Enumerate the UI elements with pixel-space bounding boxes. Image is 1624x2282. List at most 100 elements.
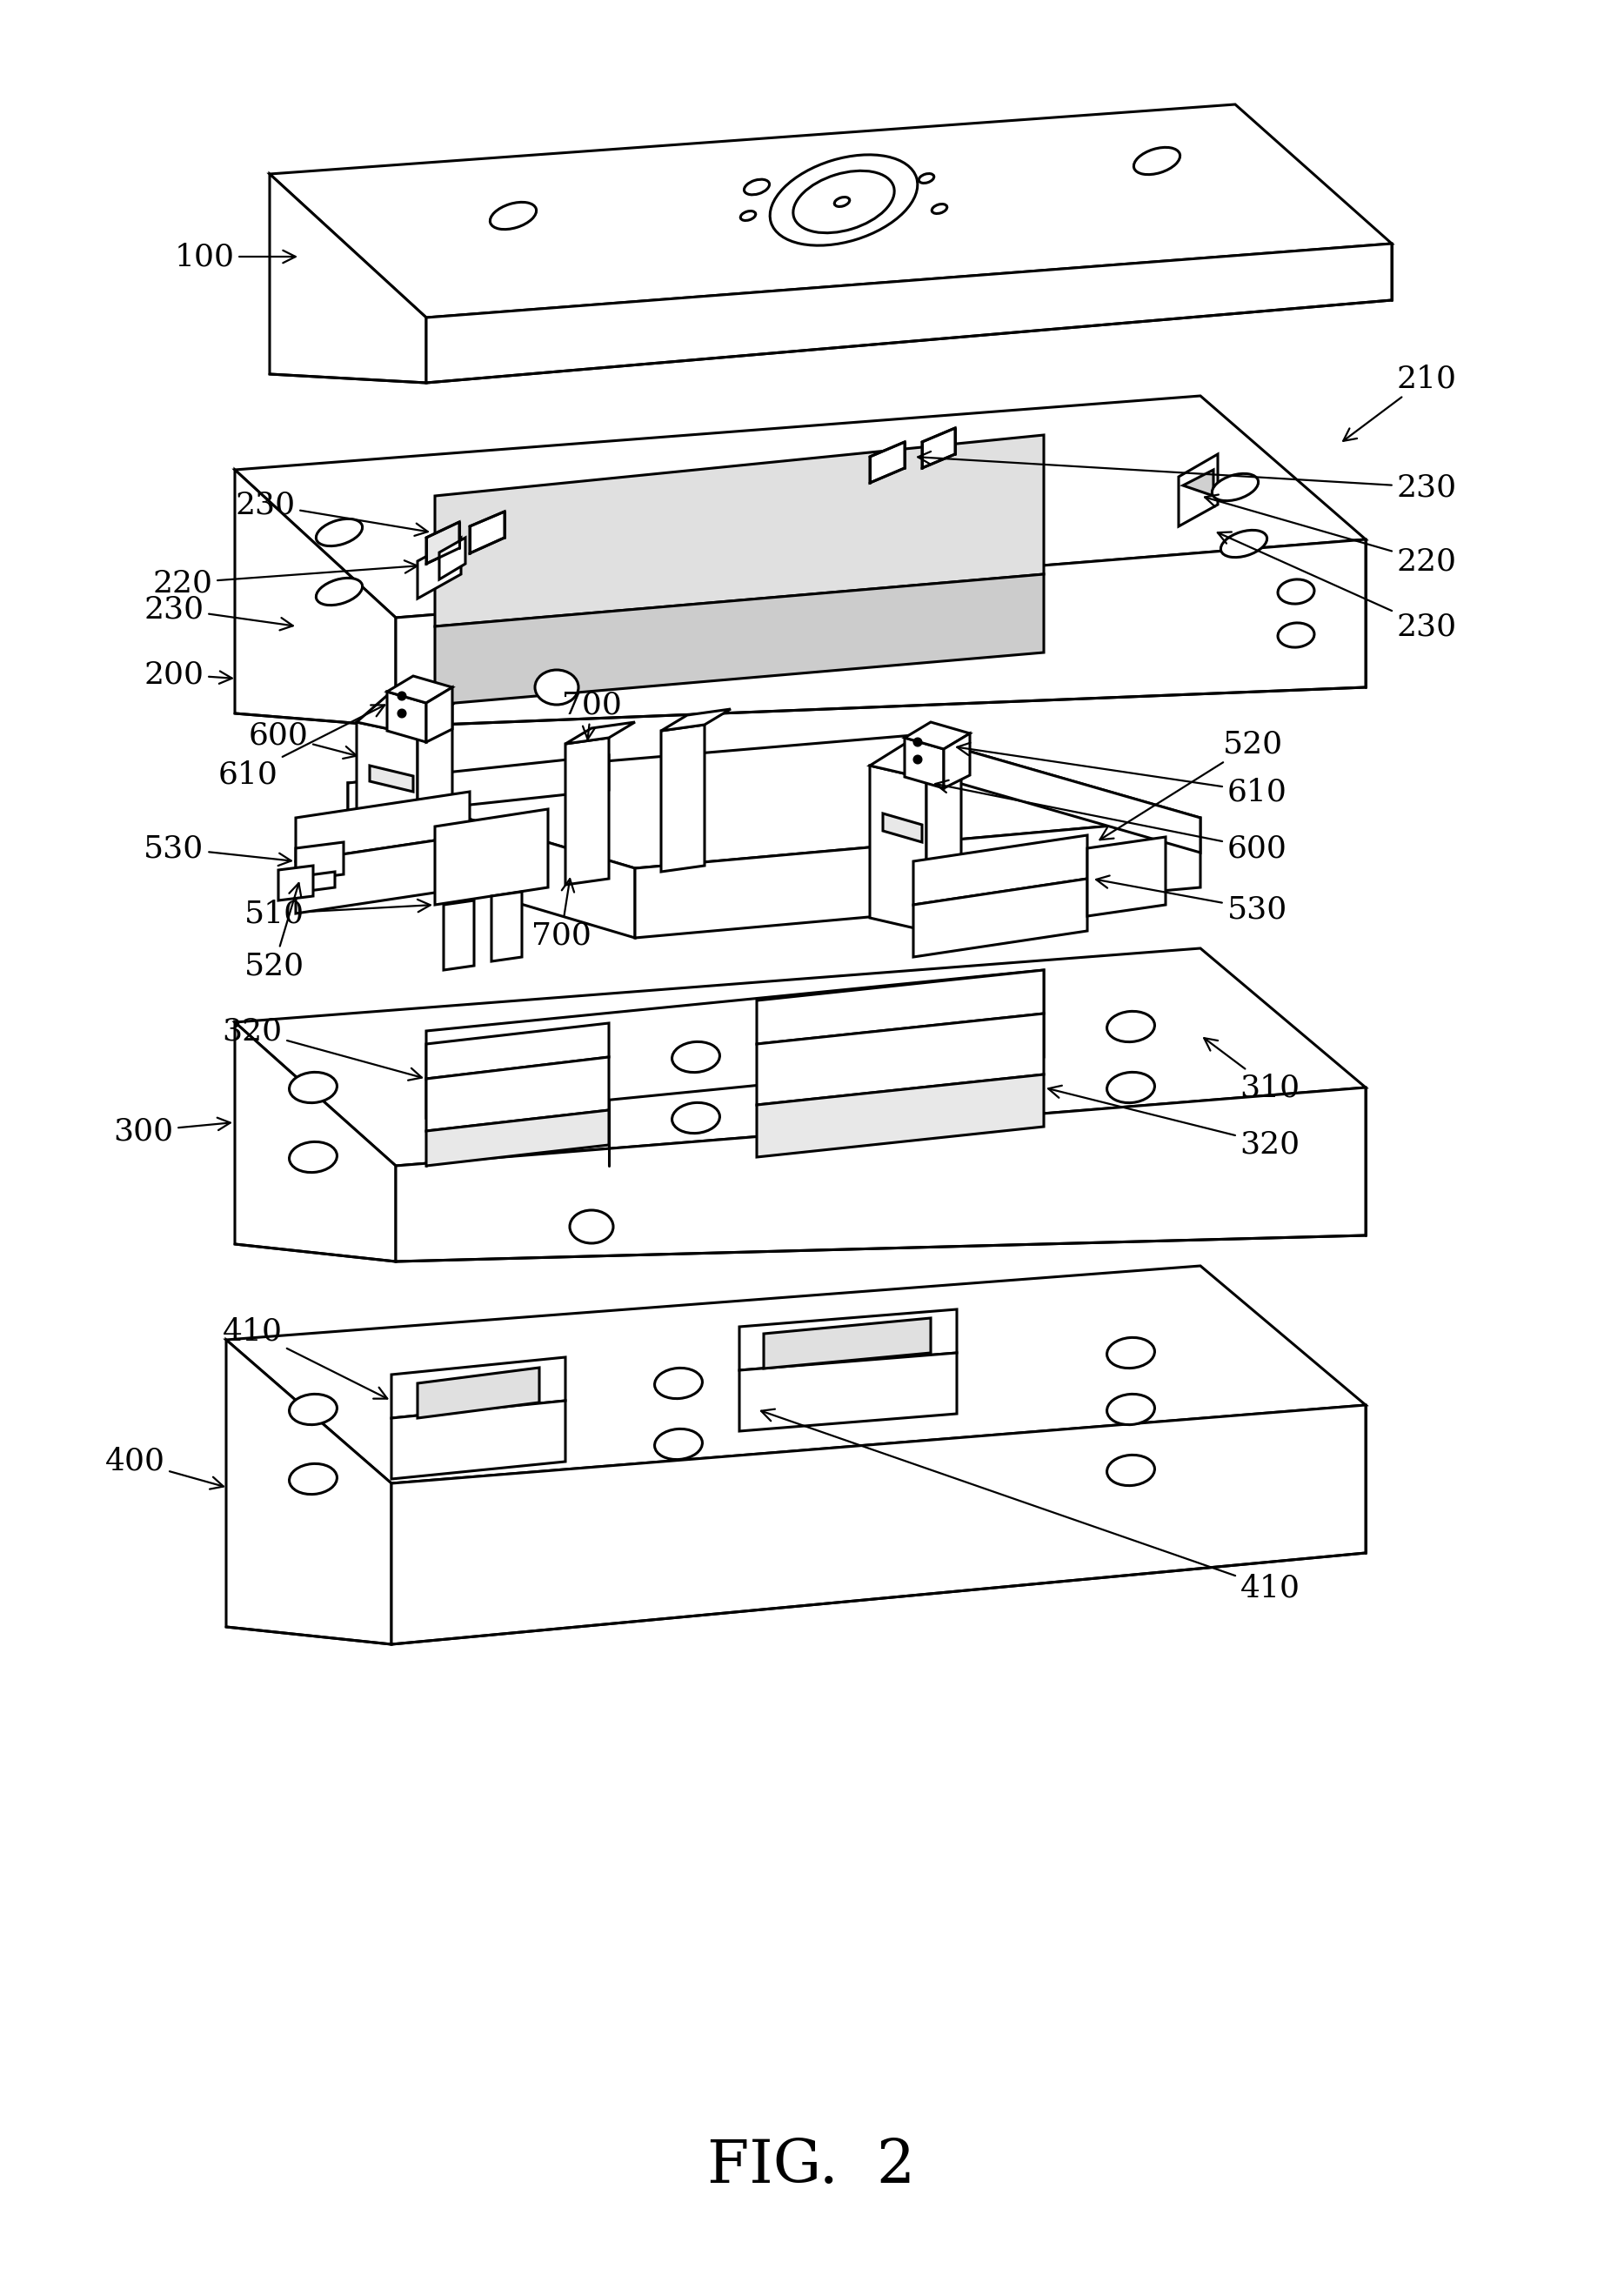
Text: 610: 610	[957, 742, 1286, 806]
Ellipse shape	[1278, 623, 1314, 648]
Polygon shape	[492, 892, 521, 961]
Ellipse shape	[1108, 1011, 1155, 1043]
Polygon shape	[391, 1401, 565, 1479]
Ellipse shape	[1212, 475, 1259, 500]
Ellipse shape	[672, 1102, 719, 1134]
Ellipse shape	[1108, 1073, 1155, 1102]
Ellipse shape	[317, 577, 362, 605]
Polygon shape	[396, 539, 1366, 726]
Polygon shape	[235, 1022, 396, 1262]
Text: 700: 700	[562, 689, 622, 739]
Polygon shape	[348, 783, 635, 938]
Ellipse shape	[289, 1394, 338, 1424]
Polygon shape	[870, 443, 905, 484]
Polygon shape	[235, 470, 396, 726]
Ellipse shape	[570, 1209, 614, 1244]
Polygon shape	[425, 1022, 609, 1079]
Polygon shape	[348, 755, 609, 817]
Ellipse shape	[654, 1367, 702, 1399]
Polygon shape	[417, 1367, 539, 1417]
Polygon shape	[757, 970, 1044, 1043]
Ellipse shape	[1221, 529, 1267, 557]
Ellipse shape	[835, 196, 849, 208]
Text: 200: 200	[145, 659, 232, 689]
Polygon shape	[922, 429, 955, 468]
Polygon shape	[661, 726, 705, 872]
Ellipse shape	[919, 173, 934, 183]
Polygon shape	[661, 710, 731, 730]
Ellipse shape	[1108, 1337, 1155, 1369]
Polygon shape	[296, 842, 344, 881]
Text: 230: 230	[145, 593, 292, 630]
Text: 210: 210	[1343, 363, 1457, 440]
Polygon shape	[565, 721, 635, 744]
Ellipse shape	[289, 1141, 338, 1173]
Polygon shape	[235, 395, 1366, 618]
Text: 410: 410	[762, 1408, 1299, 1602]
Polygon shape	[270, 173, 425, 383]
Ellipse shape	[672, 1043, 719, 1073]
Text: 410: 410	[222, 1317, 388, 1399]
Text: 530: 530	[145, 833, 291, 865]
Polygon shape	[913, 835, 1088, 904]
Polygon shape	[565, 737, 609, 885]
Polygon shape	[944, 733, 970, 787]
Polygon shape	[296, 872, 335, 892]
Polygon shape	[296, 792, 469, 860]
Polygon shape	[757, 1075, 1044, 1157]
Polygon shape	[883, 812, 922, 842]
Ellipse shape	[317, 518, 362, 545]
Polygon shape	[1182, 470, 1213, 495]
Polygon shape	[435, 436, 1044, 625]
Polygon shape	[296, 835, 469, 913]
Ellipse shape	[398, 710, 406, 717]
Polygon shape	[443, 901, 474, 970]
Polygon shape	[387, 691, 425, 742]
Polygon shape	[926, 758, 961, 931]
Text: 600: 600	[935, 780, 1286, 863]
Polygon shape	[905, 737, 944, 787]
Ellipse shape	[914, 739, 921, 746]
Ellipse shape	[289, 1463, 338, 1495]
Polygon shape	[396, 1089, 1366, 1262]
Polygon shape	[417, 539, 461, 598]
Text: 400: 400	[106, 1447, 224, 1490]
Text: 520: 520	[244, 883, 304, 981]
Text: 520: 520	[1099, 728, 1283, 840]
Polygon shape	[757, 1013, 1044, 1104]
Polygon shape	[391, 1358, 565, 1417]
Polygon shape	[438, 539, 466, 580]
Ellipse shape	[1108, 1394, 1155, 1424]
Ellipse shape	[398, 691, 406, 701]
Polygon shape	[913, 735, 1200, 853]
Ellipse shape	[490, 203, 536, 230]
Polygon shape	[391, 1406, 1366, 1645]
Polygon shape	[870, 764, 926, 931]
Polygon shape	[1179, 454, 1218, 527]
Text: 230: 230	[1218, 532, 1457, 641]
Ellipse shape	[793, 171, 895, 233]
Polygon shape	[913, 879, 1088, 956]
Ellipse shape	[1108, 1456, 1155, 1486]
Polygon shape	[435, 575, 1044, 705]
Ellipse shape	[932, 203, 947, 215]
Ellipse shape	[1134, 148, 1181, 173]
Polygon shape	[226, 1267, 1366, 1483]
Ellipse shape	[654, 1429, 702, 1460]
Text: 530: 530	[1096, 876, 1288, 924]
Polygon shape	[348, 735, 1200, 867]
Text: 310: 310	[1203, 1038, 1301, 1102]
Ellipse shape	[744, 180, 770, 194]
Text: 320: 320	[222, 1015, 422, 1079]
Polygon shape	[425, 687, 453, 742]
Polygon shape	[417, 705, 453, 892]
Text: 320: 320	[1047, 1086, 1301, 1159]
Text: 610: 610	[218, 705, 385, 790]
Ellipse shape	[914, 755, 921, 762]
Text: FIG.  2: FIG. 2	[708, 2138, 916, 2195]
Polygon shape	[425, 1109, 609, 1166]
Text: 300: 300	[114, 1116, 231, 1146]
Ellipse shape	[770, 155, 918, 246]
Polygon shape	[763, 1319, 931, 1369]
Polygon shape	[870, 744, 961, 778]
